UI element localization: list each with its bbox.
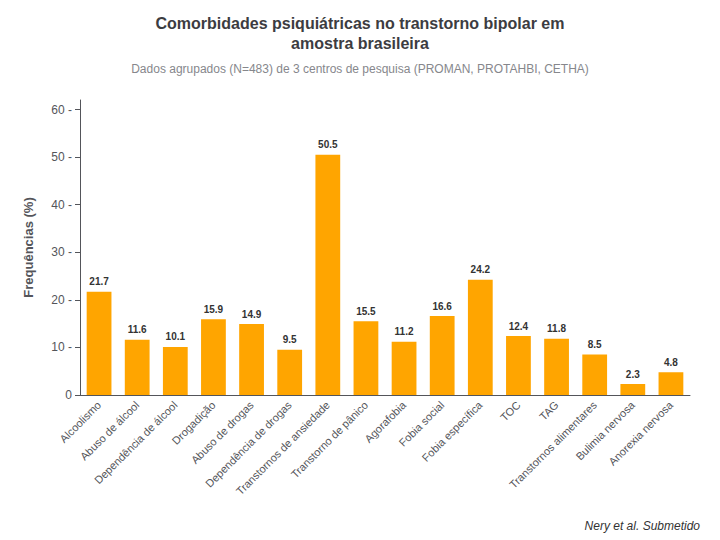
- svg-text:60 -: 60 -: [51, 103, 72, 117]
- svg-text:Dependência de drogas: Dependência de drogas: [203, 398, 294, 490]
- svg-text:9.5: 9.5: [283, 334, 297, 345]
- svg-text:Abuso de álcool: Abuso de álcool: [77, 398, 142, 463]
- svg-text:Dados agrupados (N=483) de 3 c: Dados agrupados (N=483) de 3 centros de …: [131, 62, 589, 76]
- svg-text:12.4: 12.4: [509, 321, 529, 332]
- svg-text:Dependência de álcool: Dependência de álcool: [92, 399, 180, 487]
- svg-text:11.2: 11.2: [395, 326, 414, 337]
- svg-text:Transtornos alimentares: Transtornos alimentares: [507, 398, 599, 491]
- svg-text:50 -: 50 -: [51, 150, 72, 164]
- svg-text:Alcoolismo: Alcoolismo: [57, 398, 104, 445]
- svg-text:Transtornos de ansiedade: Transtornos de ansiedade: [233, 398, 333, 498]
- svg-text:TAG: TAG: [537, 399, 561, 423]
- svg-text:Fobia específica: Fobia específica: [420, 398, 486, 464]
- svg-text:16.6: 16.6: [432, 301, 452, 312]
- svg-text:4.8: 4.8: [664, 357, 678, 368]
- svg-text:14.9: 14.9: [242, 309, 262, 320]
- svg-text:Transtorno de pânico: Transtorno de pânico: [289, 399, 371, 481]
- svg-text:Nery et al. Submetido: Nery et al. Submetido: [585, 519, 701, 533]
- svg-text:21.7: 21.7: [89, 276, 109, 287]
- svg-text:amostra brasileira: amostra brasileira: [291, 35, 429, 52]
- svg-text:Comorbidades psiquiátricas no: Comorbidades psiquiátricas no transtorno…: [156, 15, 565, 32]
- svg-text:30 -: 30 -: [51, 245, 72, 259]
- svg-text:2.3: 2.3: [626, 369, 640, 380]
- svg-text:Frequências (%): Frequências (%): [21, 197, 36, 297]
- svg-text:Anorexia nervosa: Anorexia nervosa: [606, 398, 676, 468]
- svg-text:0: 0: [65, 388, 72, 402]
- svg-text:15.5: 15.5: [356, 306, 376, 317]
- svg-text:10 -: 10 -: [51, 340, 72, 354]
- svg-text:40 -: 40 -: [51, 198, 72, 212]
- svg-text:10.1: 10.1: [166, 331, 186, 342]
- svg-text:Bulimia nervosa: Bulimia nervosa: [573, 398, 638, 463]
- svg-text:15.9: 15.9: [204, 304, 224, 315]
- svg-text:8.5: 8.5: [588, 339, 602, 350]
- svg-text:11.8: 11.8: [547, 323, 566, 334]
- svg-text:11.6: 11.6: [128, 324, 147, 335]
- svg-text:Drogadição: Drogadição: [169, 398, 218, 447]
- svg-text:20 -: 20 -: [51, 293, 72, 307]
- svg-text:50.5: 50.5: [318, 139, 338, 150]
- svg-text:Abuso de drogas: Abuso de drogas: [189, 398, 257, 466]
- svg-text:24.2: 24.2: [471, 264, 491, 275]
- svg-text:Agorafobia: Agorafobia: [362, 398, 409, 445]
- svg-text:Fobia social: Fobia social: [396, 398, 447, 449]
- svg-text:TOC: TOC: [498, 399, 523, 424]
